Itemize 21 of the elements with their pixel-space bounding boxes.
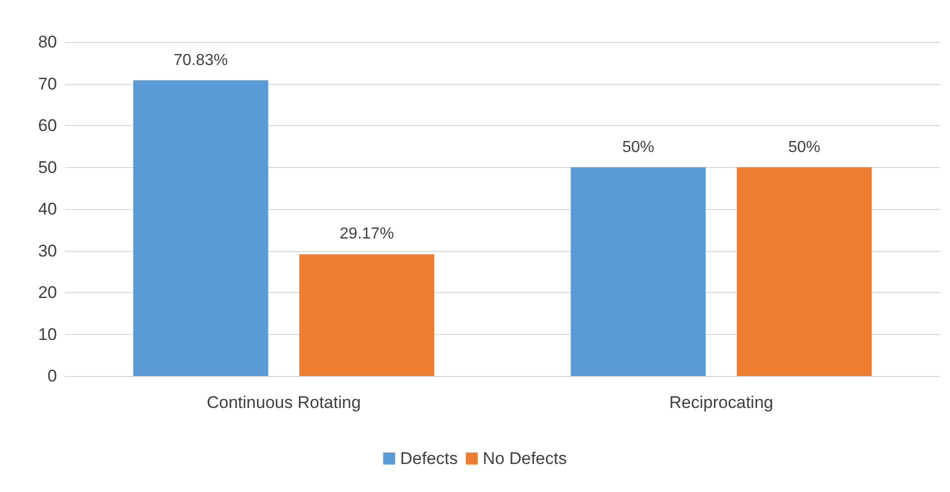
bar [736,167,872,376]
data-label: 70.83% [174,52,228,69]
data-label: 50% [622,138,654,156]
y-tick-label: 0 [48,366,57,386]
legend-label: Defects [400,449,458,468]
y-tick-label: 40 [38,200,57,218]
legend-label: No Defects [482,449,567,468]
bar [133,80,268,376]
bar [299,254,434,376]
y-tick-label: 30 [38,241,57,260]
data-label: 50% [788,138,820,156]
data-label: 29.17% [340,226,394,243]
y-tick-label: 20 [38,283,57,302]
y-tick-label: 50 [38,158,57,177]
y-tick-label: 10 [38,324,57,344]
y-tick-label: 60 [38,116,57,135]
x-tick-label: Reciprocating [669,393,774,412]
x-tick-label: Continuous Rotating [206,393,361,412]
bar [570,167,706,376]
y-tick-label: 70 [38,74,57,94]
y-tick-label: 80 [38,32,57,52]
